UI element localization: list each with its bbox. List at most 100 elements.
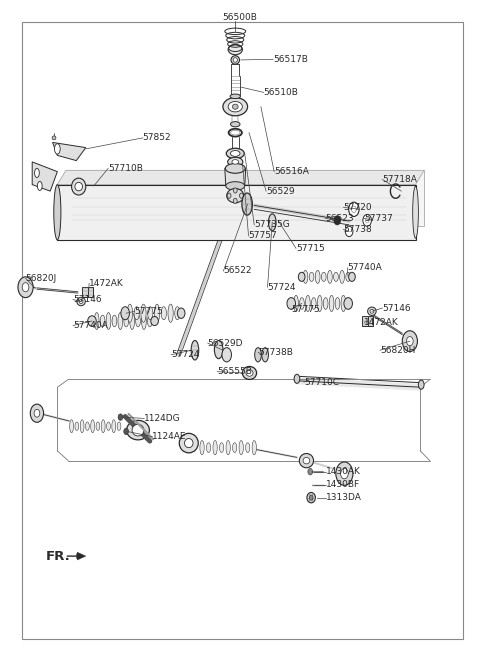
Ellipse shape — [232, 443, 237, 453]
Polygon shape — [32, 162, 57, 191]
Ellipse shape — [329, 295, 334, 312]
Polygon shape — [57, 170, 424, 185]
Ellipse shape — [327, 271, 332, 284]
Ellipse shape — [213, 441, 217, 455]
Text: 56516A: 56516A — [274, 167, 309, 176]
Ellipse shape — [148, 307, 153, 320]
Ellipse shape — [106, 312, 111, 329]
Ellipse shape — [88, 316, 96, 326]
Ellipse shape — [168, 304, 173, 322]
Ellipse shape — [230, 151, 240, 157]
Ellipse shape — [287, 297, 296, 309]
Ellipse shape — [346, 272, 350, 282]
Ellipse shape — [117, 422, 121, 430]
Ellipse shape — [112, 315, 117, 327]
Ellipse shape — [225, 164, 245, 174]
Text: 57715: 57715 — [296, 244, 325, 253]
Ellipse shape — [262, 348, 268, 362]
Ellipse shape — [147, 315, 152, 327]
Ellipse shape — [419, 380, 424, 389]
Polygon shape — [225, 168, 246, 186]
Ellipse shape — [77, 297, 85, 306]
Text: 1313DA: 1313DA — [326, 493, 362, 502]
Ellipse shape — [334, 272, 338, 282]
Ellipse shape — [246, 369, 253, 376]
Ellipse shape — [191, 341, 199, 360]
Ellipse shape — [175, 307, 180, 320]
Text: 1430BF: 1430BF — [326, 480, 360, 489]
Ellipse shape — [300, 453, 313, 468]
Ellipse shape — [55, 143, 60, 154]
Ellipse shape — [228, 102, 242, 112]
Ellipse shape — [141, 304, 146, 322]
Ellipse shape — [100, 315, 105, 327]
Bar — [362, 316, 368, 326]
Text: 1472AK: 1472AK — [89, 279, 124, 288]
Polygon shape — [66, 170, 424, 225]
Ellipse shape — [228, 157, 243, 166]
Text: 57720: 57720 — [343, 203, 372, 212]
Ellipse shape — [222, 348, 231, 362]
Circle shape — [351, 206, 356, 213]
Ellipse shape — [95, 312, 99, 329]
Ellipse shape — [200, 441, 204, 455]
Ellipse shape — [35, 168, 39, 178]
Ellipse shape — [230, 122, 240, 127]
Ellipse shape — [230, 94, 240, 98]
Ellipse shape — [130, 312, 134, 329]
Ellipse shape — [79, 299, 83, 303]
Text: 57724: 57724 — [171, 350, 200, 360]
Ellipse shape — [348, 272, 355, 282]
Ellipse shape — [228, 45, 242, 55]
Ellipse shape — [231, 56, 240, 64]
Ellipse shape — [309, 272, 314, 282]
Ellipse shape — [226, 181, 245, 190]
Circle shape — [348, 202, 359, 216]
Ellipse shape — [294, 374, 300, 383]
Circle shape — [309, 495, 313, 500]
Circle shape — [18, 277, 33, 297]
Ellipse shape — [340, 271, 345, 284]
Ellipse shape — [179, 434, 198, 453]
Circle shape — [363, 214, 372, 226]
Ellipse shape — [303, 271, 308, 284]
Circle shape — [407, 337, 413, 346]
Ellipse shape — [242, 366, 257, 379]
Ellipse shape — [322, 272, 326, 282]
Circle shape — [118, 414, 123, 421]
Circle shape — [22, 283, 29, 291]
Circle shape — [345, 226, 353, 236]
Ellipse shape — [142, 312, 146, 329]
Ellipse shape — [370, 309, 374, 313]
Ellipse shape — [155, 304, 160, 322]
Ellipse shape — [127, 304, 132, 322]
Ellipse shape — [178, 308, 185, 318]
Text: FR.: FR. — [46, 550, 70, 563]
Ellipse shape — [70, 420, 73, 433]
Circle shape — [336, 462, 353, 485]
Circle shape — [227, 193, 231, 198]
Ellipse shape — [323, 297, 328, 309]
Ellipse shape — [136, 315, 141, 327]
Text: 57852: 57852 — [143, 134, 171, 142]
Ellipse shape — [96, 422, 100, 430]
Circle shape — [365, 217, 369, 223]
Text: 57146: 57146 — [73, 295, 102, 304]
Text: 56555B: 56555B — [217, 367, 252, 376]
Circle shape — [334, 215, 341, 225]
Text: 56510B: 56510B — [264, 88, 299, 97]
Ellipse shape — [75, 422, 79, 430]
Ellipse shape — [300, 297, 304, 309]
Text: 56522: 56522 — [223, 267, 252, 276]
Ellipse shape — [118, 312, 123, 329]
Ellipse shape — [107, 422, 110, 430]
Text: 57735G: 57735G — [254, 220, 290, 229]
Ellipse shape — [312, 297, 316, 309]
Ellipse shape — [72, 178, 86, 195]
Ellipse shape — [303, 457, 310, 464]
Polygon shape — [57, 185, 416, 240]
Ellipse shape — [226, 148, 244, 159]
Text: 57718A: 57718A — [383, 175, 417, 184]
Text: 57775: 57775 — [291, 305, 320, 314]
Text: 56529: 56529 — [266, 187, 295, 196]
